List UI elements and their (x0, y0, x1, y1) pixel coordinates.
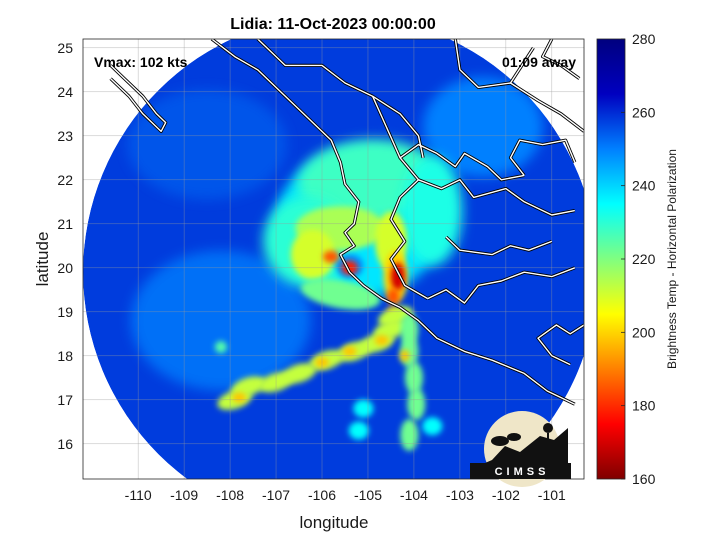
x-tick-label: -106 (308, 487, 336, 503)
coastline-segment (399, 143, 525, 181)
y-axis-label: latitude (33, 232, 52, 287)
coastline-segment (110, 64, 167, 133)
y-tick-label: 21 (57, 216, 73, 232)
coastline-segment (509, 139, 576, 176)
y-tick-label: 18 (57, 348, 73, 364)
colorbar-tick-label: 260 (632, 104, 656, 120)
colorbar-tick-label: 160 (632, 471, 656, 487)
coastline-segment (257, 39, 424, 158)
cloud-feature (353, 399, 374, 418)
coastline-segment (509, 47, 534, 84)
cloud-feature (231, 376, 266, 397)
cloud-feature (348, 421, 369, 440)
colorbar-tick-label: 180 (632, 398, 656, 414)
colorbar: 160 180 200 220 240 260 280 (596, 31, 656, 487)
vmax-annotation: Vmax: 102 kts (94, 54, 188, 70)
y-tick-label: 19 (57, 304, 73, 320)
cloud-feature (214, 341, 227, 353)
cloud-feature (281, 363, 317, 384)
y-tick-label: 17 (57, 392, 73, 408)
colorbar-tick-label: 280 (632, 31, 656, 47)
y-tick-label: 20 (57, 260, 73, 276)
x-tick-label: -107 (262, 487, 290, 503)
cloud-feature (323, 250, 340, 263)
coastline-segment (211, 39, 576, 405)
coastline-segment (418, 179, 575, 216)
colorbar-tick-label: 200 (632, 324, 656, 340)
y-tick-labels: 16 17 18 19 20 21 22 23 24 25 (57, 40, 73, 452)
cloud-feature (342, 346, 357, 357)
cloud-feature (400, 419, 419, 451)
coastline-segment (427, 267, 576, 304)
y-tick-label: 16 (57, 436, 73, 452)
x-tick-labels: -110 -109 -108 -107 -106 -105 -104 -103 -102 -101 (125, 487, 566, 503)
cloud-feature (290, 229, 335, 280)
time-away-annotation: 01:09 away (502, 54, 576, 70)
cloud-feature (387, 288, 400, 305)
colorbar-gradient (596, 38, 626, 480)
x-tick-label: -103 (446, 487, 474, 503)
axes-frame (82, 38, 585, 480)
y-tick-label: 25 (57, 40, 73, 56)
y-tick-label: 23 (57, 128, 73, 144)
cloud-feature (374, 335, 389, 346)
x-tick-label: -104 (400, 487, 428, 503)
coastline-segment (371, 95, 429, 300)
coastline-borders-inner (110, 39, 584, 405)
y-tick-label: 22 (57, 172, 73, 188)
cloud-feature (300, 278, 380, 310)
cloud-feature (127, 89, 288, 200)
cloud-feature (232, 392, 247, 403)
x-tick-label: -102 (492, 487, 520, 503)
cloud-feature (390, 262, 405, 291)
x-tick-label: -101 (538, 487, 566, 503)
x-tick-label: -108 (216, 487, 244, 503)
y-tick-label: 24 (57, 84, 73, 100)
x-tick-label: -105 (354, 487, 382, 503)
coastline-segment (541, 39, 580, 80)
x-tick-label: -109 (170, 487, 198, 503)
cloud-feature (422, 417, 443, 436)
logo-text: CIMSS (495, 466, 550, 478)
coastline-segment (445, 236, 553, 256)
x-tick-label: -110 (125, 487, 152, 503)
coastline-segment (537, 324, 584, 366)
x-axis-label: longitude (299, 513, 368, 532)
brightness-temperature-swath (83, 39, 584, 479)
colorbar-tick-label: 240 (632, 178, 656, 194)
colorbar-tick-label: 220 (632, 251, 656, 267)
cimss-logo: CIMSS (470, 411, 571, 487)
colorbar-label: Brightness Temp - Horizontal Polarizatio… (665, 149, 679, 369)
cloud-feature (407, 388, 426, 421)
plot-title: Lidia: 11-Oct-2023 00:00:00 (230, 16, 436, 33)
